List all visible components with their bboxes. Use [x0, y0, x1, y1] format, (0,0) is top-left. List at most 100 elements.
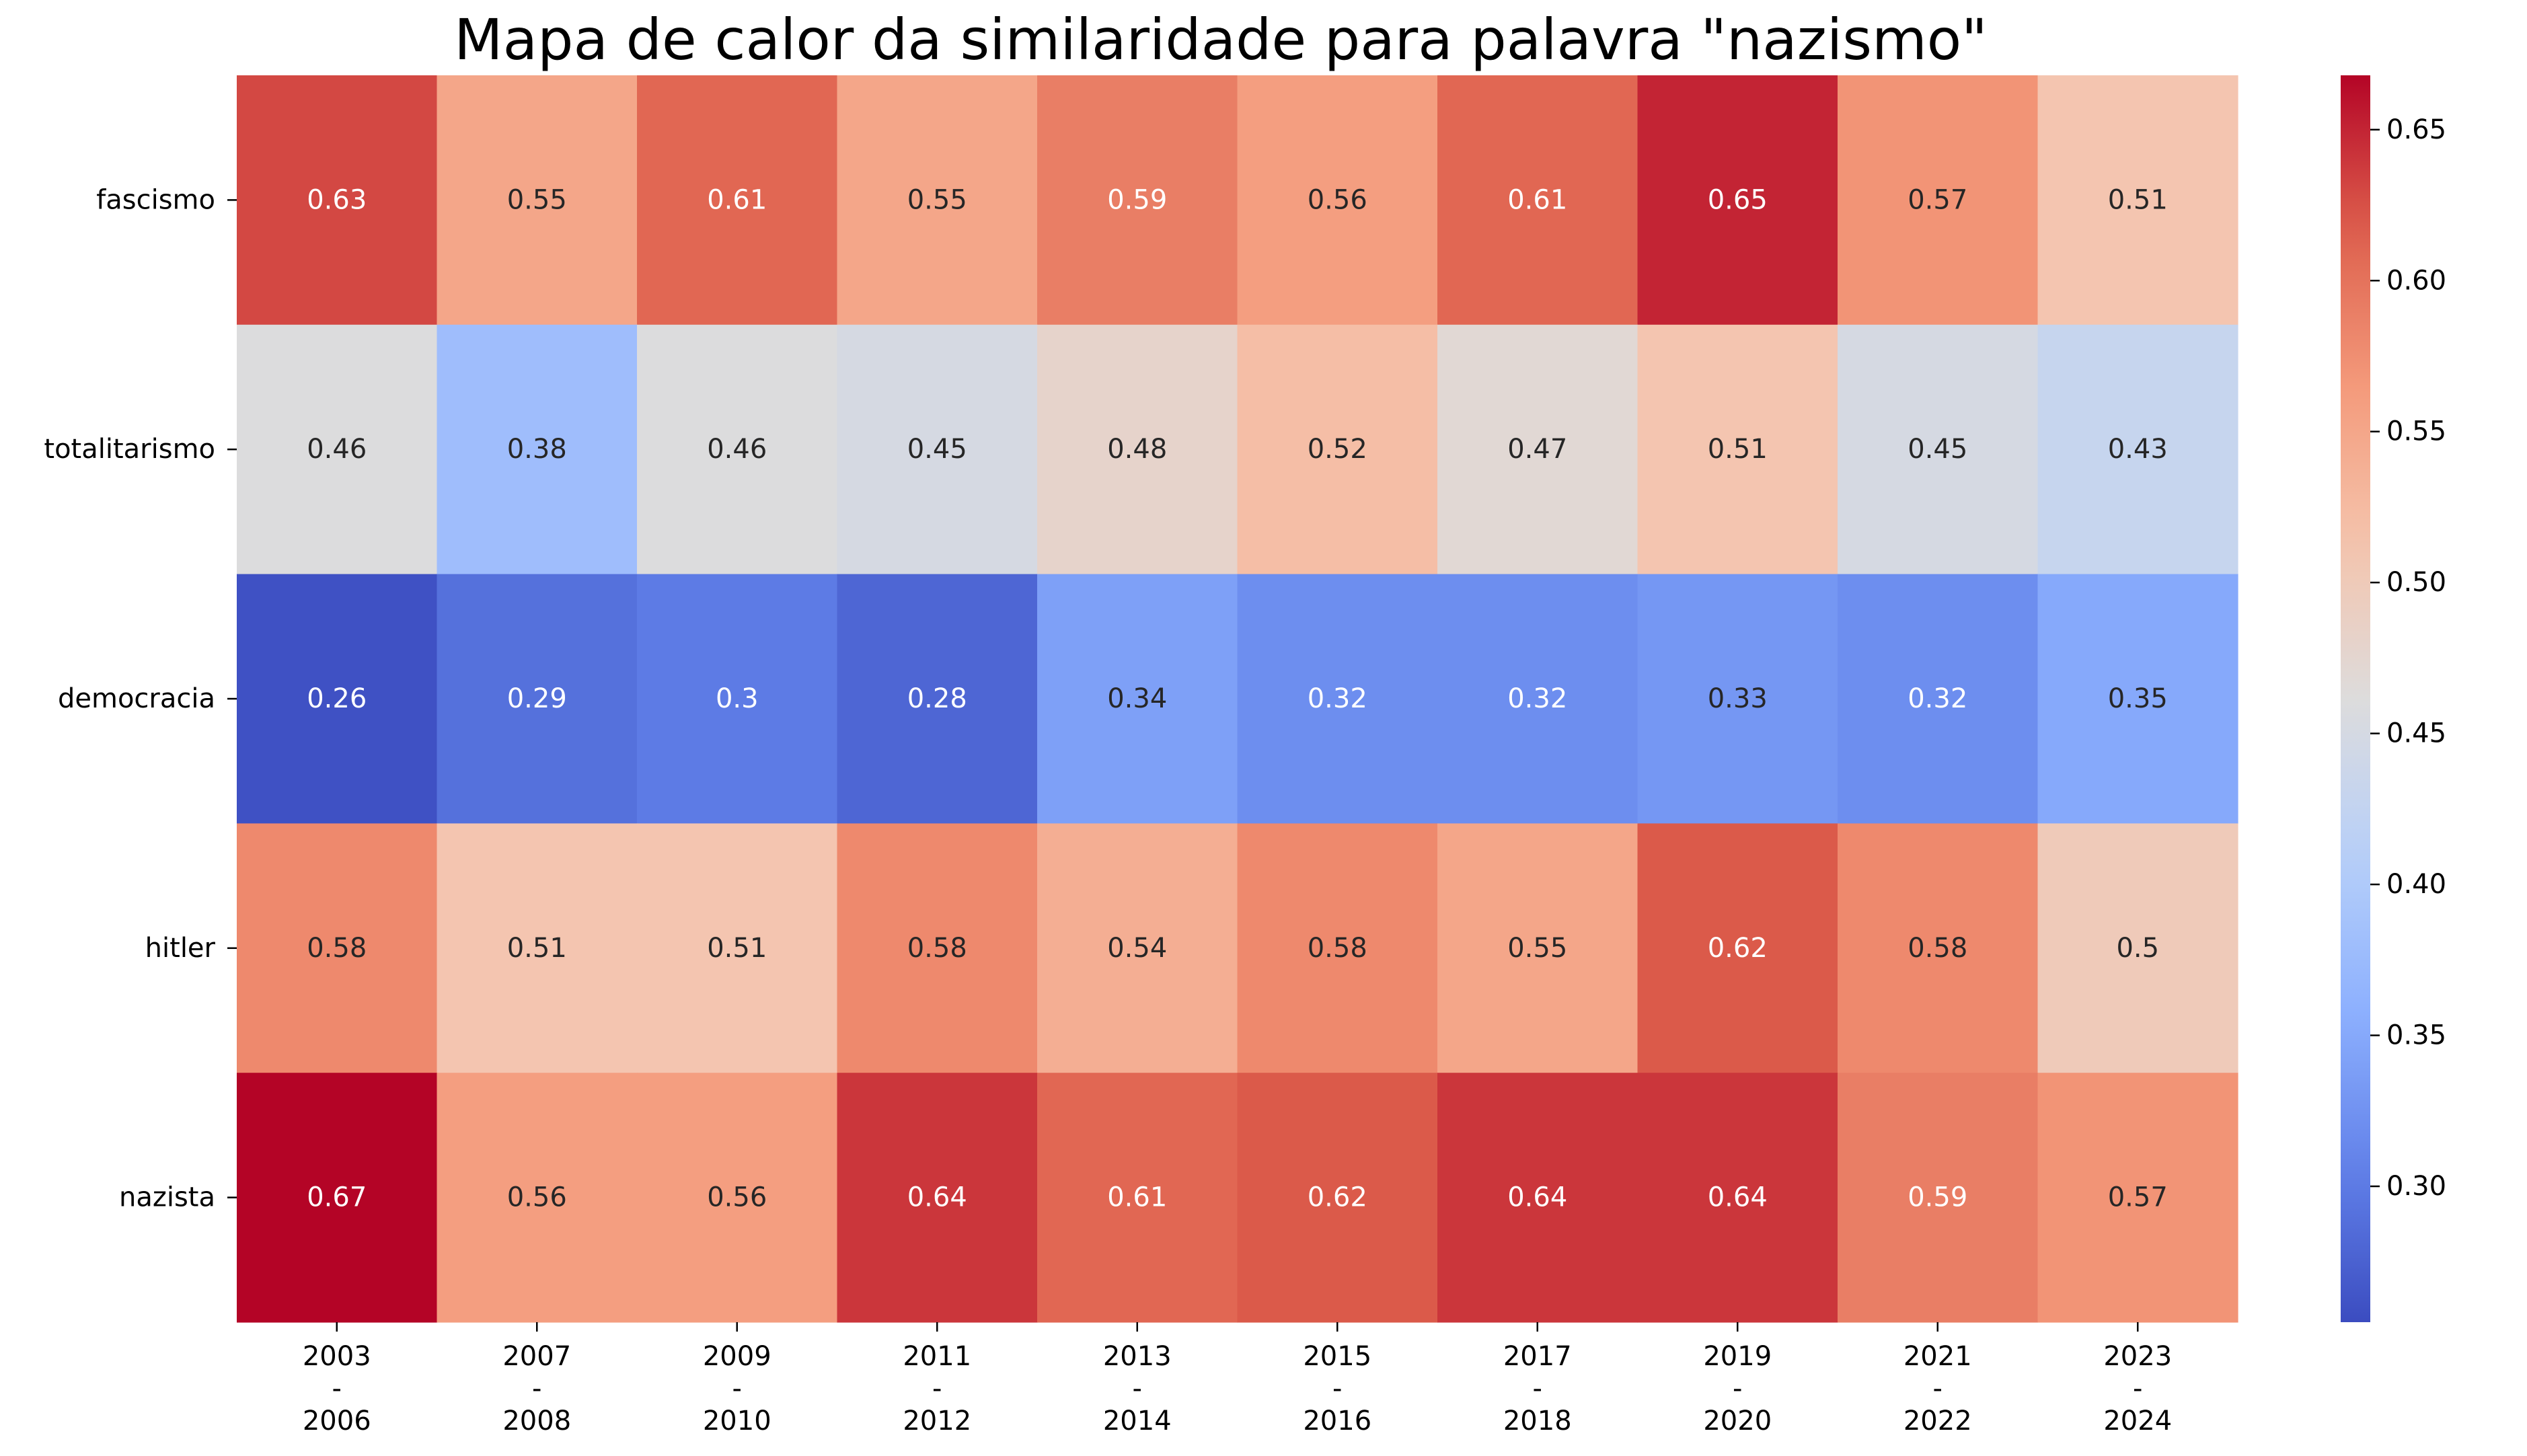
heatmap-cell-1-9 — [2037, 324, 2238, 575]
heatmap-value-label-4-8: 0.59 — [1908, 1182, 1967, 1213]
heatmap-value-label-2-0: 0.26 — [307, 683, 367, 714]
heatmap-value-label-1-9: 0.43 — [2108, 434, 2168, 465]
colorbar-tick-label-3: 0.45 — [2386, 718, 2446, 749]
heatmap-cell-0-4 — [1037, 75, 1238, 325]
heatmap-cell-3-9 — [2037, 823, 2238, 1073]
heatmap-value-label-0-2: 0.61 — [707, 184, 767, 215]
heatmap-value-label-0-6: 0.61 — [1507, 184, 1567, 215]
colorbar-tick-label-5: 0.55 — [2386, 416, 2446, 447]
heatmap-value-label-0-3: 0.55 — [907, 184, 967, 215]
heatmap-cell-4-3 — [837, 1073, 1038, 1323]
heatmap-value-label-1-7: 0.51 — [1708, 434, 1768, 465]
heatmap-cell-3-2 — [637, 823, 838, 1073]
heatmap-value-label-3-0: 0.58 — [307, 933, 367, 964]
heatmap-cell-1-3 — [837, 324, 1038, 575]
heatmap-value-label-2-5: 0.32 — [1308, 683, 1367, 714]
heatmap-value-label-4-6: 0.64 — [1507, 1182, 1567, 1213]
y-tick-label-3: hitler — [145, 933, 216, 964]
x-tick-label-8: 2021 -2022 — [1903, 1341, 1972, 1436]
heatmap-value-label-2-9: 0.35 — [2108, 683, 2168, 714]
x-tick-label-7: 2019 -2020 — [1703, 1341, 1772, 1436]
colorbar: 0.30 0.35 0.40 0.45 0.50 0.55 0.60 0.65 — [2341, 75, 2446, 1322]
heatmap-cell-0-7 — [1637, 75, 1838, 325]
heatmap-cell-0-0 — [237, 75, 438, 325]
heatmap-value-label-3-2: 0.51 — [707, 933, 767, 964]
heatmap-value-label-3-8: 0.58 — [1908, 933, 1967, 964]
heatmap-cell-0-2 — [637, 75, 838, 325]
heatmap-value-label-3-1: 0.51 — [507, 933, 567, 964]
heatmap-cell-3-4 — [1037, 823, 1238, 1073]
heatmap-value-label-1-6: 0.47 — [1507, 434, 1567, 465]
heatmap-value-label-1-2: 0.46 — [707, 434, 767, 465]
heatmap-cell-0-3 — [837, 75, 1038, 325]
heatmap-cell-3-6 — [1437, 823, 1638, 1073]
heatmap-value-label-0-1: 0.55 — [507, 184, 567, 215]
heatmap-cell-2-9 — [2037, 574, 2238, 824]
x-axis: 2003 -2006 2007 -2008 2009 -2010 2011 -2012 2013… — [303, 1322, 2172, 1436]
heatmap-value-label-1-5: 0.52 — [1308, 434, 1367, 465]
heatmap-value-label-1-8: 0.45 — [1908, 434, 1967, 465]
heatmap-cell-2-6 — [1437, 574, 1638, 824]
heatmap-cell-4-6 — [1437, 1073, 1638, 1323]
heatmap-value-label-3-5: 0.58 — [1308, 933, 1367, 964]
colorbar-gradient — [2341, 75, 2370, 1322]
x-tick-label-3: 2011 -2012 — [903, 1341, 971, 1436]
heatmap-cell-2-8 — [1838, 574, 2039, 824]
heatmap-cell-1-5 — [1237, 324, 1438, 575]
heatmap-value-label-2-4: 0.34 — [1107, 683, 1167, 714]
heatmap-cell-2-0 — [237, 574, 438, 824]
heatmap-value-label-4-2: 0.56 — [707, 1182, 767, 1213]
heatmap-cell-4-0 — [237, 1073, 438, 1323]
x-tick-label-0: 2003 -2006 — [303, 1341, 371, 1436]
heatmap-cell-1-6 — [1437, 324, 1638, 575]
heatmap-value-label-4-5: 0.62 — [1308, 1182, 1367, 1213]
heatmap-cell-1-0 — [237, 324, 438, 575]
heatmap-value-label-4-0: 0.67 — [307, 1182, 367, 1213]
colorbar-tick-label-4: 0.50 — [2386, 567, 2446, 598]
heatmap-value-label-2-8: 0.32 — [1908, 683, 1967, 714]
heatmap-cell-0-1 — [437, 75, 638, 325]
heatmap-cell-1-4 — [1037, 324, 1238, 575]
colorbar-tick-label-0: 0.30 — [2386, 1171, 2446, 1202]
x-tick-label-1: 2007 -2008 — [502, 1341, 571, 1436]
heatmap-cell-3-0 — [237, 823, 438, 1073]
heatmap-value-label-1-1: 0.38 — [507, 434, 567, 465]
heatmap-value-label-3-7: 0.62 — [1708, 933, 1768, 964]
heatmap-cell-4-7 — [1637, 1073, 1838, 1323]
heatmap-cell-2-4 — [1037, 574, 1238, 824]
y-tick-label-2: democracia — [58, 683, 215, 714]
heatmap-value-label-0-8: 0.57 — [1908, 184, 1967, 215]
heatmap-value-label-0-0: 0.63 — [307, 184, 367, 215]
x-tick-label-6: 2017 -2018 — [1503, 1341, 1572, 1436]
x-tick-label-2: 2009 -2010 — [703, 1341, 771, 1436]
heatmap-value-label-3-6: 0.55 — [1507, 933, 1567, 964]
heatmap-cell-3-3 — [837, 823, 1038, 1073]
colorbar-tick-label-7: 0.65 — [2386, 114, 2446, 145]
colorbar-tick-label-2: 0.40 — [2386, 869, 2446, 900]
heatmap-value-label-3-3: 0.58 — [907, 933, 967, 964]
heatmap-value-label-4-3: 0.64 — [907, 1182, 967, 1213]
heatmap-value-label-1-0: 0.46 — [307, 434, 367, 465]
x-tick-label-4: 2013 -2014 — [1103, 1341, 1172, 1436]
heatmap-cell-4-1 — [437, 1073, 638, 1323]
heatmap-value-labels: 0.63 0.55 0.61 0.55 0.59 0.56 0.61 0.65 0.57 0.51… — [307, 184, 2168, 1213]
heatmap-cell-3-8 — [1838, 823, 2039, 1073]
heatmap-cells — [237, 75, 2238, 1323]
heatmap-cell-4-8 — [1838, 1073, 2039, 1323]
heatmap-value-label-3-9: 0.5 — [2116, 933, 2159, 964]
heatmap-cell-0-5 — [1237, 75, 1438, 325]
x-tick-label-5: 2015 -2016 — [1303, 1341, 1371, 1436]
x-tick-label-9: 2023 -2024 — [2103, 1341, 2172, 1436]
y-tick-label-1: totalitarismo — [44, 434, 215, 465]
heatmap-value-label-4-9: 0.57 — [2108, 1182, 2168, 1213]
heatmap-cell-4-2 — [637, 1073, 838, 1323]
heatmap-cell-3-5 — [1237, 823, 1438, 1073]
heatmap-value-label-0-9: 0.51 — [2108, 184, 2168, 215]
heatmap-cell-2-2 — [637, 574, 838, 824]
heatmap-cell-1-8 — [1838, 324, 2039, 575]
heatmap-cell-3-7 — [1637, 823, 1838, 1073]
heatmap-cell-1-7 — [1637, 324, 1838, 575]
heatmap-value-label-2-6: 0.32 — [1507, 683, 1567, 714]
heatmap-cell-2-7 — [1637, 574, 1838, 824]
